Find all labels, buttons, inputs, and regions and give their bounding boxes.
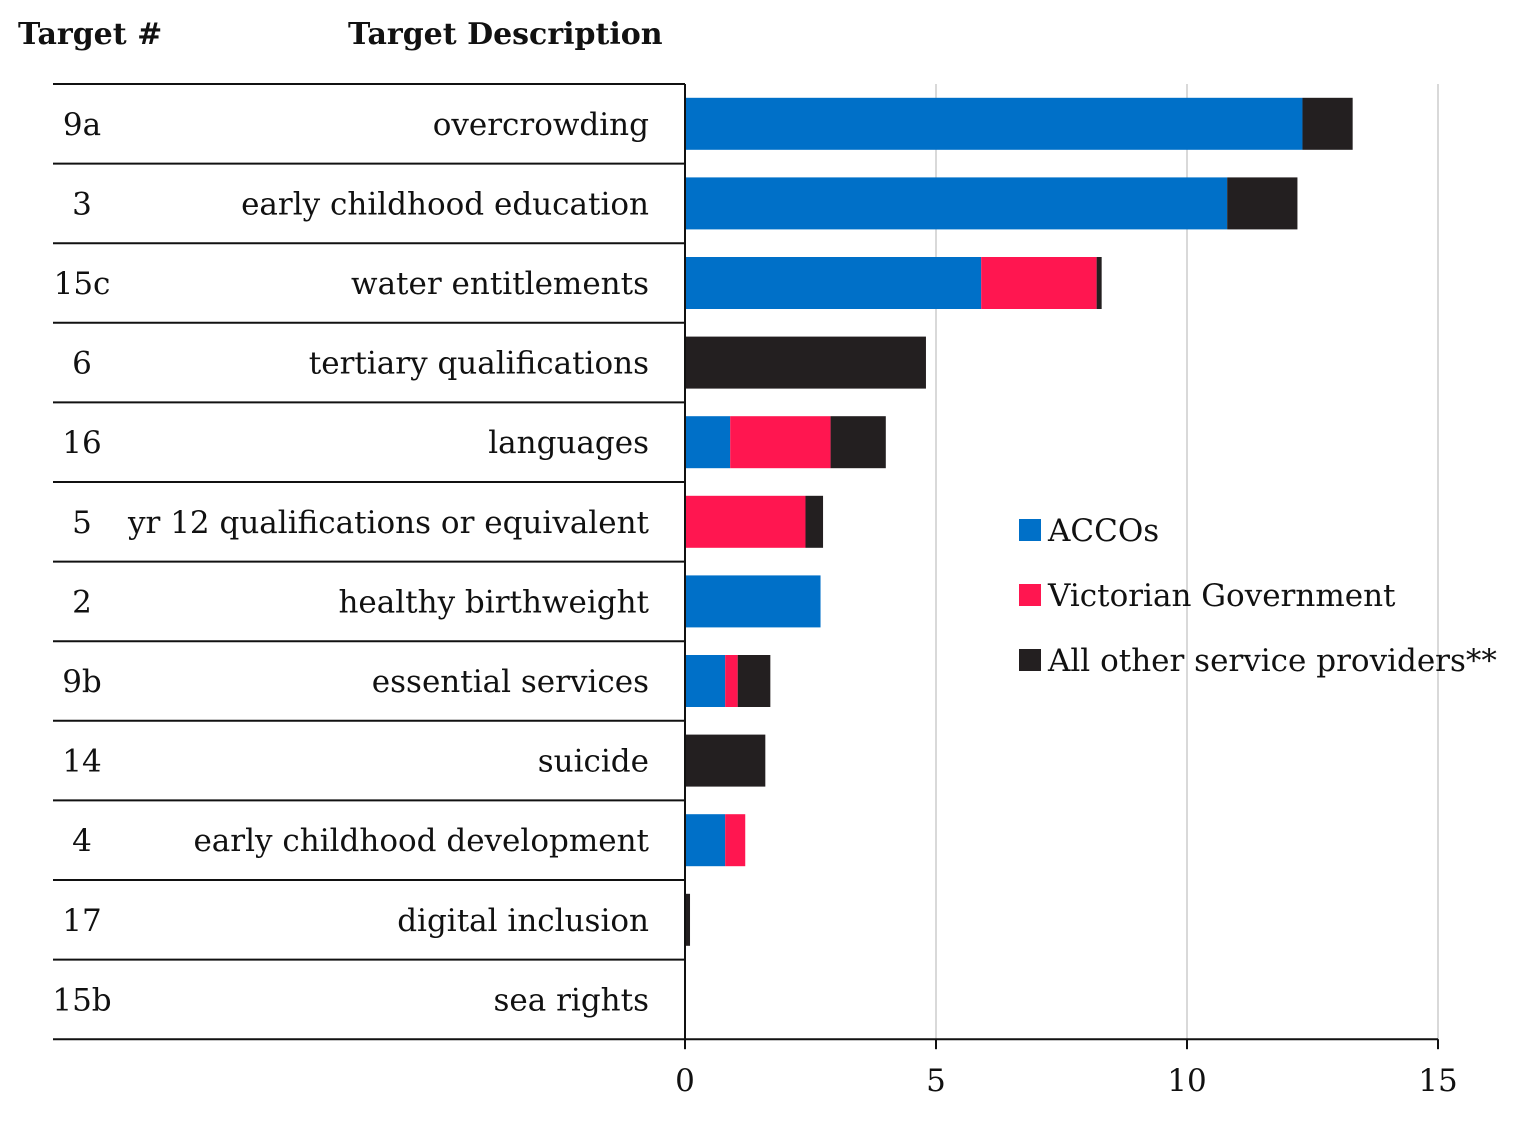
bar-segment [805,495,824,548]
bar-segment [1227,177,1298,230]
x-axis: 0 5 10 15 [675,84,1458,1099]
target-description: healthy birthweight [338,584,649,620]
legend-label: Victorian Government [1047,578,1396,614]
bar-segment [685,177,1228,230]
bar-segment [685,257,982,309]
bar-segment [685,575,821,628]
target-number: 16 [62,425,101,461]
legend-swatch [1019,519,1041,541]
x-tick-label: 5 [926,1063,946,1099]
target-number: 3 [72,186,92,222]
legend-label: All other service providers** [1047,643,1497,679]
target-description: digital inclusion [397,903,649,939]
bar-segment [685,495,806,548]
bar-segment [725,814,746,867]
target-number: 5 [72,505,92,541]
bars [685,97,1353,946]
legend-label: ACCOs [1047,513,1159,549]
target-number: 14 [62,744,101,780]
target-description: suicide [538,744,649,780]
target-description: early childhood development [193,823,649,859]
target-number: 17 [62,903,101,939]
bar-segment [685,734,766,787]
bar-segment [725,655,738,707]
target-description: yr 12 qualifications or equivalent [127,505,650,541]
header-target-description: Target Description [348,17,663,52]
target-description: water entitlements [351,266,649,302]
gridlines [935,84,1439,1040]
target-number: 15c [54,266,111,302]
bar-segment [685,416,731,469]
bar-segment [737,655,771,707]
bar-segment [981,257,1097,309]
x-tick-label: 0 [675,1063,695,1099]
bar-segment [1302,97,1353,150]
bar-segment [730,416,831,469]
x-tick-label: 15 [1418,1063,1457,1099]
bar-segment [685,893,691,946]
target-number: 15b [52,982,111,1018]
legend-swatch [1019,649,1041,671]
bar-segment [830,416,886,469]
target-description: overcrowding [433,107,649,143]
x-tick-label: 10 [1167,1063,1206,1099]
target-description: languages [488,425,649,461]
target-description: essential services [372,664,649,700]
target-description: early childhood education [241,186,649,222]
legend-swatch [1019,584,1041,606]
bar-segment [685,97,1303,150]
header-target-number: Target # [18,17,162,52]
legend: ACCOs Victorian Government All other servi… [1019,513,1497,679]
target-description: tertiary qualifications [309,346,649,382]
target-number: 6 [72,346,92,382]
target-number: 9b [62,664,102,700]
target-table: 9a overcrowding 3 early childhood education… [52,83,685,1041]
target-number: 9a [63,107,101,143]
target-description: sea rights [494,982,650,1018]
bar-segment [685,814,726,867]
bar-segment [685,336,926,389]
bar-segment [685,655,726,707]
bar-segment [1096,257,1102,309]
target-number: 2 [72,584,92,620]
target-number: 4 [72,823,92,859]
